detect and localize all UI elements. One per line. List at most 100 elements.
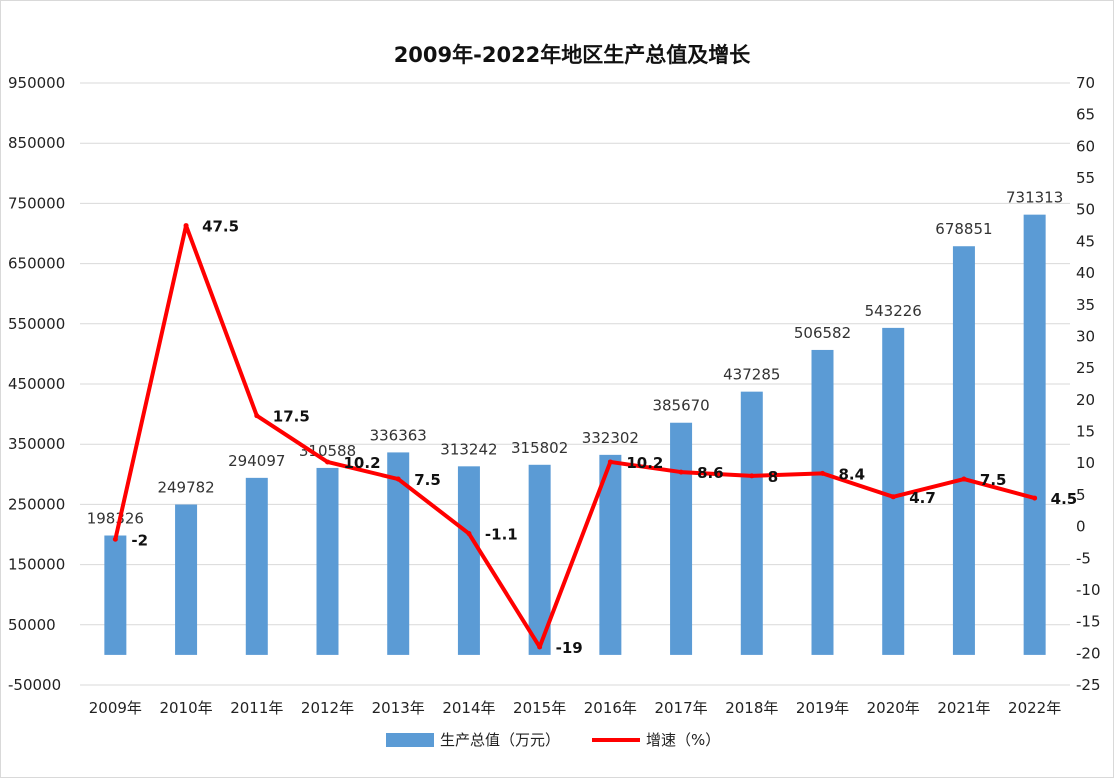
bar[interactable]	[952, 246, 975, 655]
right-tick-label: -20	[1076, 644, 1101, 662]
line-point[interactable]	[466, 531, 472, 537]
bar[interactable]	[1023, 214, 1046, 655]
bar[interactable]	[599, 454, 622, 655]
legend: 生产总值（万元） 增速（%）	[386, 731, 720, 749]
line-value-label: 8.6	[697, 464, 724, 482]
line-value-label: 17.5	[273, 408, 310, 426]
bar-data-labels: 198326 249782 294097 310588 336363 313242 3158…	[87, 189, 1064, 528]
bar-value-label: 678851	[935, 220, 992, 238]
bar-series	[104, 214, 1046, 655]
x-tick-label: 2017年	[654, 699, 707, 717]
line-point[interactable]	[961, 476, 967, 482]
bar-value-label: 336363	[370, 426, 427, 444]
bar[interactable]	[175, 504, 198, 655]
left-tick-label: 350000	[8, 435, 65, 453]
bar-value-label: 249782	[157, 479, 214, 497]
bar-value-label: 315802	[511, 439, 568, 457]
bar[interactable]	[457, 466, 480, 655]
line-value-label: 10.2	[626, 454, 663, 472]
line-point[interactable]	[678, 469, 684, 475]
legend-line-label: 增速（%）	[646, 731, 720, 749]
x-tick-label: 2012年	[301, 699, 354, 717]
left-tick-label: 250000	[8, 495, 65, 513]
line-point[interactable]	[325, 459, 330, 465]
bar-value-label: 437285	[723, 366, 780, 384]
x-tick-label: 2014年	[442, 699, 495, 717]
right-tick-label: 50	[1076, 201, 1095, 219]
right-tick-label: -15	[1076, 613, 1101, 631]
x-tick-label: 2021年	[937, 699, 990, 717]
right-tick-label: 30	[1076, 327, 1095, 345]
bar[interactable]	[316, 467, 339, 655]
line-value-label: 8	[768, 468, 778, 486]
line-point[interactable]	[537, 644, 543, 650]
x-axis: 2009年 2010年 2011年 2012年 2013年 2014年 2015年 2016年…	[89, 699, 1061, 717]
bar-value-label: 332302	[582, 429, 639, 447]
left-tick-label: -50000	[8, 676, 61, 694]
x-tick-label: 2010年	[159, 699, 212, 717]
left-tick-label: 650000	[8, 255, 65, 273]
legend-bar-label: 生产总值（万元）	[440, 731, 560, 749]
bar[interactable]	[740, 391, 763, 655]
left-tick-label: 550000	[8, 315, 65, 333]
bar[interactable]	[387, 452, 410, 655]
line-value-label: 10.2	[344, 454, 381, 472]
right-tick-label: 20	[1076, 391, 1095, 409]
bar[interactable]	[811, 349, 834, 655]
left-tick-label: 450000	[8, 375, 65, 393]
bar-value-label: 310588	[299, 442, 356, 460]
left-y-axis: -50000 50000 150000 250000 350000 450000 55000…	[8, 74, 65, 694]
line-point[interactable]	[395, 476, 401, 482]
right-tick-label: 40	[1076, 264, 1095, 282]
bar-value-label: 731313	[1006, 189, 1063, 207]
left-tick-label: 850000	[8, 134, 65, 152]
right-tick-label: -5	[1076, 549, 1091, 567]
bar[interactable]	[245, 477, 268, 655]
right-tick-label: 60	[1076, 137, 1095, 155]
line-value-label: 47.5	[202, 218, 239, 236]
legend-item-line[interactable]: 增速（%）	[592, 731, 720, 749]
line-value-label: 4.7	[909, 489, 936, 507]
bar-value-label: 294097	[228, 452, 285, 470]
line-point[interactable]	[183, 223, 189, 229]
line-point[interactable]	[890, 494, 896, 500]
x-tick-label: 2009年	[89, 699, 142, 717]
x-tick-label: 2011年	[230, 699, 283, 717]
line-value-label: -2	[131, 531, 148, 549]
x-tick-label: 2022年	[1008, 699, 1061, 717]
line-point[interactable]	[1032, 495, 1038, 501]
x-tick-label: 2018年	[725, 699, 778, 717]
bar-value-label: 313242	[440, 440, 497, 458]
line-point[interactable]	[749, 473, 755, 479]
left-tick-label: 150000	[8, 556, 65, 574]
line-point[interactable]	[607, 459, 613, 465]
bar[interactable]	[670, 422, 693, 655]
line-point[interactable]	[112, 536, 118, 542]
right-tick-label: 5	[1076, 486, 1086, 504]
bar[interactable]	[528, 464, 551, 655]
chart-title: 2009年-2022年地区生产总值及增长	[394, 43, 752, 67]
bar-value-label: 543226	[865, 302, 922, 320]
right-tick-label: -10	[1076, 581, 1101, 599]
bar[interactable]	[104, 535, 127, 655]
right-tick-label: 25	[1076, 359, 1095, 377]
growth-line	[113, 223, 1037, 649]
line-point[interactable]	[820, 470, 825, 476]
x-tick-label: 2020年	[867, 699, 920, 717]
line-point[interactable]	[254, 413, 260, 419]
line-value-label: -1.1	[485, 526, 518, 544]
right-tick-label: 0	[1076, 518, 1086, 536]
right-tick-label: -25	[1076, 676, 1101, 694]
line-value-label: 8.4	[839, 465, 866, 483]
x-tick-label: 2016年	[584, 699, 637, 717]
line-value-label: 7.5	[980, 471, 1007, 489]
x-tick-label: 2019年	[796, 699, 849, 717]
bar[interactable]	[882, 327, 905, 655]
right-tick-label: 45	[1076, 232, 1095, 250]
line-value-label: 4.5	[1051, 490, 1078, 508]
bar-value-label: 385670	[652, 397, 709, 415]
right-tick-label: 70	[1076, 74, 1095, 92]
legend-item-bars[interactable]: 生产总值（万元）	[386, 731, 560, 749]
